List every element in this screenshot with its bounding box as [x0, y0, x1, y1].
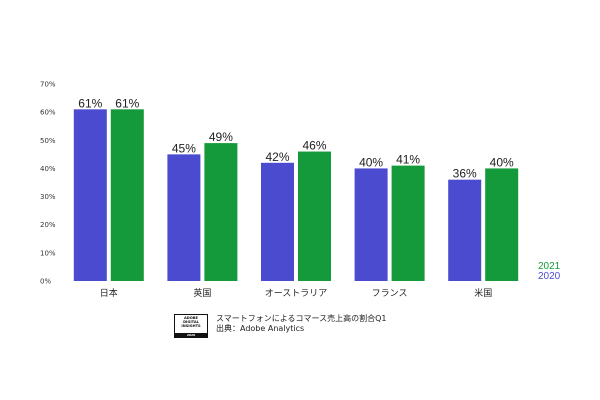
y-tick-label: 40%	[40, 165, 56, 173]
y-tick-label: 0%	[40, 278, 51, 286]
legend-label-2020: 2020	[538, 271, 561, 282]
bar-2021	[298, 151, 331, 281]
adobe-digital-insights-logo: ADOBE DIGITAL INSIGHTS 2020	[174, 314, 208, 338]
bar-2021	[204, 143, 238, 281]
bar-2021	[485, 168, 519, 281]
logo-text-3: INSIGHTS	[181, 324, 201, 328]
chart-footer: ADOBE DIGITAL INSIGHTS 2020 スマートフォンによるコマ…	[174, 314, 387, 338]
data-label-2021: 41%	[396, 153, 420, 167]
bar-2020	[354, 168, 388, 281]
data-label-2020: 42%	[265, 150, 289, 164]
logo-text-2: DIGITAL	[183, 320, 199, 324]
bar-2020	[73, 109, 107, 281]
y-tick-label: 30%	[40, 193, 56, 201]
data-label-2020: 36%	[453, 167, 477, 181]
category-label: オーストラリア	[265, 288, 328, 299]
bars	[73, 109, 519, 281]
category-label: 英国	[193, 287, 211, 299]
data-label-2021: 46%	[302, 139, 326, 153]
category-label: 米国	[474, 287, 492, 299]
data-label-2020: 61%	[78, 96, 102, 110]
y-tick-label: 50%	[40, 137, 56, 145]
bar-2020	[261, 162, 294, 281]
bar-2020	[167, 154, 201, 281]
data-label-2020: 45%	[172, 141, 196, 155]
footer-caption: スマートフォンによるコマース売上高の割合Q1 出典：Adobe Analytic…	[216, 314, 387, 334]
y-tick-label: 60%	[40, 109, 56, 117]
bar-2021	[391, 165, 425, 281]
data-label-2021: 61%	[115, 96, 139, 110]
logo-year: 2020	[175, 333, 207, 337]
y-tick-label: 20%	[40, 221, 56, 229]
data-label-2020: 40%	[359, 155, 383, 169]
category-label: フランス	[372, 288, 408, 299]
bar-2021	[110, 109, 144, 281]
value-labels: 61% 61% 45% 49% 42% 46% 40% 41% 36% 40%	[78, 96, 514, 180]
y-tick-label: 70%	[40, 81, 56, 89]
y-tick-label: 10%	[40, 249, 56, 257]
logo-text-1: ADOBE	[183, 316, 198, 320]
source-note: 出典：Adobe Analytics	[216, 324, 305, 333]
data-label-2021: 40%	[490, 155, 514, 169]
bar-2020	[448, 179, 482, 281]
category-label: 日本	[100, 287, 118, 299]
data-label-2021: 49%	[209, 130, 233, 144]
legend-label-2021: 2021	[538, 261, 561, 272]
chart-caption: スマートフォンによるコマース売上高の割合Q1	[216, 314, 387, 323]
category-labels: 日本 英国 オーストラリア フランス 米国	[100, 287, 492, 299]
y-axis-ticks: 0% 10% 20% 30% 40% 50% 60% 70%	[40, 81, 56, 286]
